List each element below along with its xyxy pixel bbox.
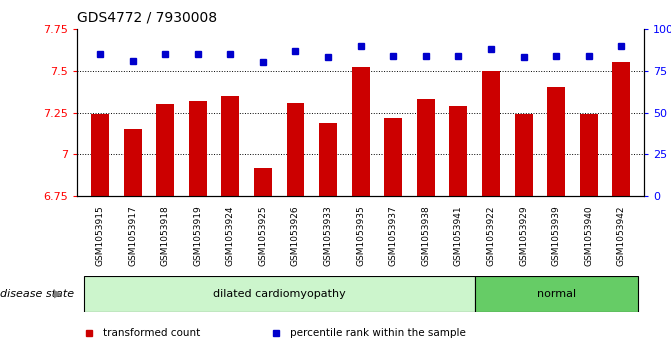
Text: GSM1053939: GSM1053939 — [552, 205, 561, 266]
Bar — [613, 62, 630, 196]
Text: GSM1053924: GSM1053924 — [226, 206, 235, 266]
Text: transformed count: transformed count — [103, 329, 200, 338]
Text: percentile rank within the sample: percentile rank within the sample — [290, 329, 466, 338]
Bar — [319, 123, 337, 196]
Bar — [84, 276, 474, 312]
Bar — [189, 101, 207, 196]
Text: GSM1053919: GSM1053919 — [193, 205, 202, 266]
Text: GSM1053938: GSM1053938 — [421, 205, 430, 266]
Text: GSM1053926: GSM1053926 — [291, 205, 300, 266]
Bar — [450, 106, 468, 196]
Text: GSM1053925: GSM1053925 — [258, 205, 268, 266]
Text: GSM1053935: GSM1053935 — [356, 205, 365, 266]
Text: normal: normal — [537, 289, 576, 299]
Text: GDS4772 / 7930008: GDS4772 / 7930008 — [77, 11, 217, 25]
Text: GSM1053922: GSM1053922 — [486, 206, 495, 266]
Text: ▶: ▶ — [54, 289, 62, 299]
Bar — [254, 168, 272, 196]
Bar — [123, 129, 142, 196]
Text: disease state: disease state — [0, 289, 74, 299]
Text: GSM1053918: GSM1053918 — [160, 205, 170, 266]
Bar — [352, 68, 370, 196]
Bar — [548, 87, 565, 196]
Text: GSM1053942: GSM1053942 — [617, 206, 626, 266]
Text: GSM1053929: GSM1053929 — [519, 205, 528, 266]
Bar — [156, 104, 174, 196]
Bar — [384, 118, 402, 196]
Bar — [515, 114, 533, 196]
Text: GSM1053937: GSM1053937 — [389, 205, 398, 266]
Bar — [417, 99, 435, 196]
Text: GSM1053940: GSM1053940 — [584, 205, 593, 266]
Text: dilated cardiomyopathy: dilated cardiomyopathy — [213, 289, 346, 299]
Bar — [580, 114, 598, 196]
Bar — [221, 96, 240, 196]
Bar — [287, 102, 305, 196]
Text: GSM1053941: GSM1053941 — [454, 205, 463, 266]
Text: GSM1053917: GSM1053917 — [128, 205, 137, 266]
Text: GSM1053915: GSM1053915 — [95, 205, 105, 266]
Bar — [474, 276, 637, 312]
Bar — [91, 114, 109, 196]
Bar — [482, 71, 500, 196]
Text: GSM1053933: GSM1053933 — [323, 205, 333, 266]
